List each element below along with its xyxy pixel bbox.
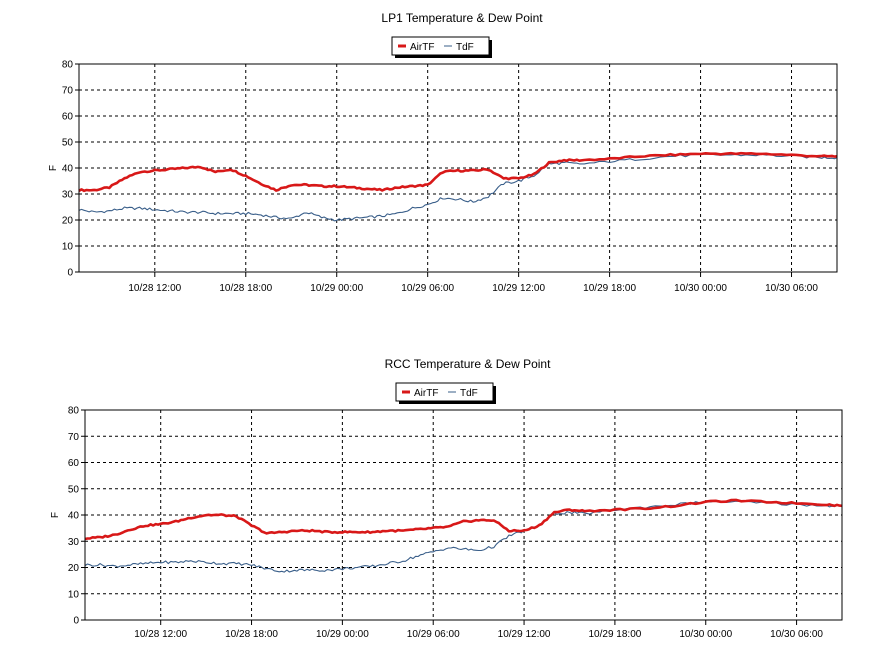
y-tick-label: 30 [62, 190, 74, 201]
x-tick-label: 10/30 00:00 [674, 283, 727, 294]
series-line-airtf [84, 498, 843, 541]
y-tick-label: 50 [68, 484, 80, 495]
x-tick-label: 10/28 12:00 [128, 283, 181, 294]
y-tick-label: 60 [62, 112, 74, 123]
y-tick-label: 80 [62, 60, 74, 71]
y-tick-label: 30 [68, 537, 80, 548]
legend-label-airtf: AirTF [414, 388, 438, 399]
x-tick-label: 10/28 12:00 [134, 629, 187, 640]
x-tick-label: 10/28 18:00 [219, 283, 272, 294]
y-tick-label: 60 [68, 458, 80, 469]
chart-panel-1: LP1 Temperature & Dew Point AirTF TdF 0 10 20… [48, 11, 838, 294]
y-tick-label: 40 [68, 511, 80, 522]
y-tick-label: 0 [73, 616, 79, 627]
x-tick-label: 10/29 18:00 [583, 283, 636, 294]
x-tick-label: 10/29 06:00 [401, 283, 454, 294]
plot-frame [84, 409, 843, 621]
chart-title: LP1 Temperature & Dew Point [381, 11, 543, 25]
x-tick-label: 10/29 00:00 [316, 629, 369, 640]
chart-panel-2: RCC Temperature & Dew Point AirTF TdF 0 10 20… [50, 357, 843, 640]
y-axis-label: F [48, 165, 59, 171]
y-tick-label: 0 [67, 268, 73, 279]
chart-title: RCC Temperature & Dew Point [385, 357, 552, 371]
y-tick-label: 20 [68, 563, 80, 574]
series-line-tdf [78, 153, 838, 222]
legend-box [395, 382, 494, 402]
x-tick-label: 10/30 06:00 [765, 283, 818, 294]
y-axis-label: F [50, 512, 61, 518]
legend-box [391, 36, 490, 56]
x-tick-label: 10/29 00:00 [310, 283, 363, 294]
y-tick-label: 80 [68, 406, 80, 417]
x-tick-label: 10/29 12:00 [492, 283, 545, 294]
plot-frame [78, 63, 838, 273]
legend-label-tdf: TdF [456, 42, 474, 53]
x-tick-label: 10/29 06:00 [407, 629, 460, 640]
series-line-airtf [78, 151, 838, 193]
x-tick-label: 10/30 00:00 [679, 629, 732, 640]
x-tick-label: 10/29 12:00 [498, 629, 551, 640]
x-tick-label: 10/29 18:00 [588, 629, 641, 640]
y-tick-label: 40 [62, 164, 74, 175]
legend-label-airtf: AirTF [410, 42, 434, 53]
y-tick-label: 70 [62, 86, 74, 97]
x-tick-label: 10/28 18:00 [225, 629, 278, 640]
x-tick-label: 10/30 06:00 [770, 629, 823, 640]
y-tick-label: 10 [62, 242, 74, 253]
y-tick-label: 20 [62, 216, 74, 227]
legend-label-tdf: TdF [460, 388, 478, 399]
y-tick-label: 10 [68, 589, 80, 600]
y-tick-label: 70 [68, 432, 80, 443]
y-tick-label: 50 [62, 138, 74, 149]
